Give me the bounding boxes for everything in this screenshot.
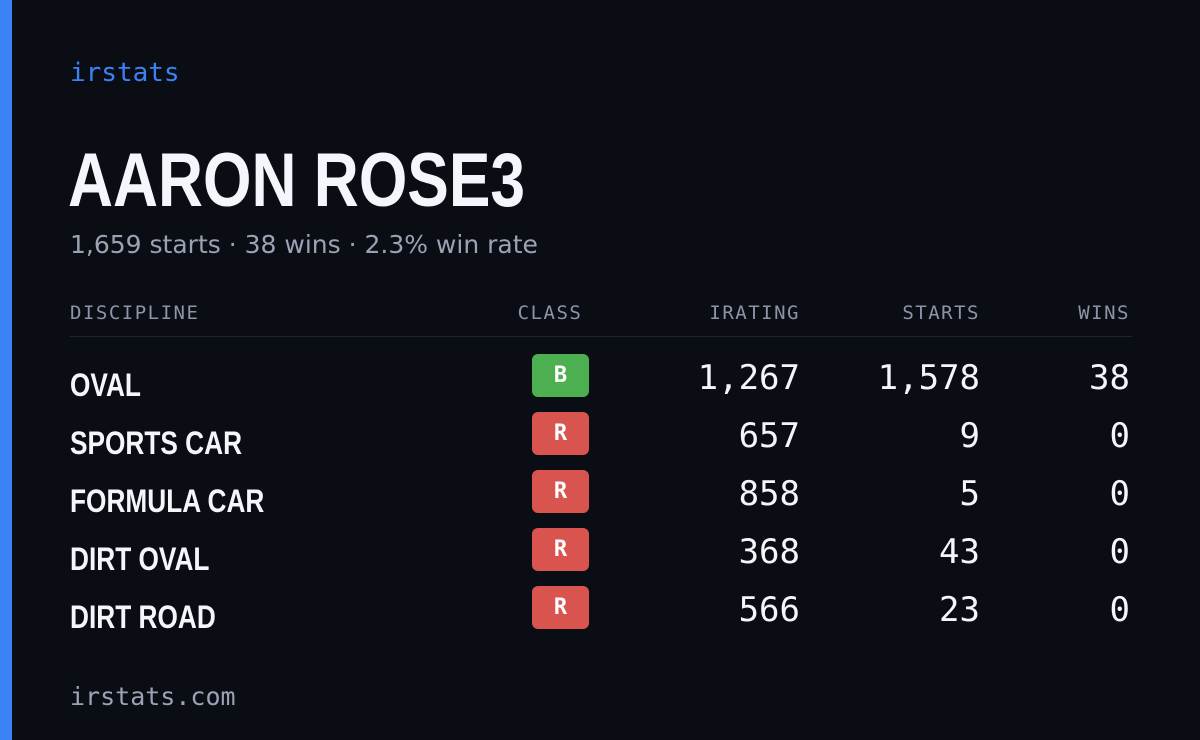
header-class: CLASS xyxy=(517,302,583,324)
row-starts: 43 xyxy=(939,532,980,572)
class-badge: R xyxy=(532,586,589,629)
table-row: DIRT OVAL R 368 43 0 xyxy=(70,524,1132,582)
table-row: SPORTS CAR R 657 9 0 xyxy=(70,408,1132,466)
table-row: DIRT ROAD R 566 23 0 xyxy=(70,582,1132,640)
row-starts: 9 xyxy=(959,416,980,456)
header-discipline: DISCIPLINE xyxy=(70,302,200,324)
row-starts: 23 xyxy=(939,590,980,630)
row-wins: 0 xyxy=(1109,532,1130,572)
row-discipline: FORMULA CAR xyxy=(70,483,265,519)
discipline-table: OVAL B 1,267 1,578 38 SPORTS CAR R 657 9… xyxy=(70,350,1132,640)
class-badge: B xyxy=(532,354,589,397)
class-badge: R xyxy=(532,412,589,455)
table-header: DISCIPLINE CLASS IRATING STARTS WINS xyxy=(70,300,1132,337)
row-wins: 0 xyxy=(1109,416,1130,456)
class-badge: R xyxy=(532,528,589,571)
class-badge: R xyxy=(532,470,589,513)
brand-logo-text: irstats xyxy=(70,58,180,88)
table-row: FORMULA CAR R 858 5 0 xyxy=(70,466,1132,524)
header-starts: STARTS xyxy=(902,302,980,324)
row-irating: 1,267 xyxy=(697,358,800,398)
row-starts: 1,578 xyxy=(877,358,980,398)
row-irating: 368 xyxy=(738,532,800,572)
row-discipline: DIRT ROAD xyxy=(70,599,216,635)
row-discipline: OVAL xyxy=(70,367,141,403)
row-discipline: SPORTS CAR xyxy=(70,425,243,461)
row-irating: 858 xyxy=(738,474,800,514)
row-irating: 566 xyxy=(738,590,800,630)
table-row: OVAL B 1,267 1,578 38 xyxy=(70,350,1132,408)
driver-name: AARON ROSE3 xyxy=(68,138,526,223)
row-starts: 5 xyxy=(959,474,980,514)
accent-bar xyxy=(0,0,12,740)
row-irating: 657 xyxy=(738,416,800,456)
header-irating: IRATING xyxy=(709,302,800,324)
footer-url: irstats.com xyxy=(70,682,236,711)
row-wins: 38 xyxy=(1089,358,1130,398)
header-wins: WINS xyxy=(1078,302,1130,324)
row-discipline: DIRT OVAL xyxy=(70,541,210,577)
row-wins: 0 xyxy=(1109,474,1130,514)
driver-summary: 1,659 starts · 38 wins · 2.3% win rate xyxy=(70,230,538,259)
row-wins: 0 xyxy=(1109,590,1130,630)
